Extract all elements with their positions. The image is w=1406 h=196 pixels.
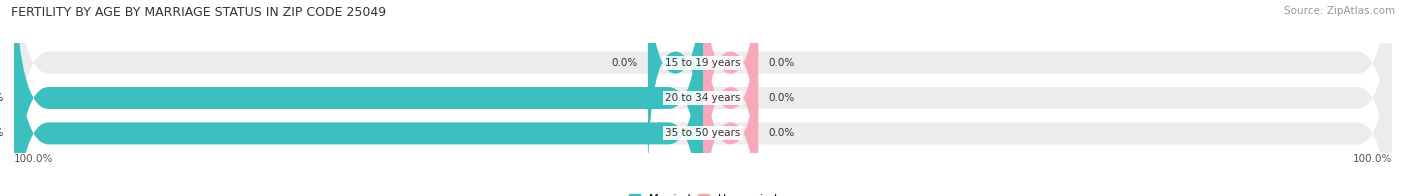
Text: 35 to 50 years: 35 to 50 years	[665, 128, 741, 138]
Text: Source: ZipAtlas.com: Source: ZipAtlas.com	[1284, 6, 1395, 16]
Text: 0.0%: 0.0%	[769, 93, 794, 103]
FancyBboxPatch shape	[14, 0, 1392, 196]
Text: 20 to 34 years: 20 to 34 years	[665, 93, 741, 103]
FancyBboxPatch shape	[14, 0, 703, 196]
Text: 100.0%: 100.0%	[0, 128, 4, 138]
FancyBboxPatch shape	[14, 0, 1392, 196]
FancyBboxPatch shape	[703, 3, 758, 196]
FancyBboxPatch shape	[703, 0, 758, 193]
Text: 15 to 19 years: 15 to 19 years	[665, 58, 741, 68]
Text: 100.0%: 100.0%	[1353, 154, 1392, 164]
FancyBboxPatch shape	[648, 0, 703, 193]
FancyBboxPatch shape	[14, 0, 703, 196]
Text: FERTILITY BY AGE BY MARRIAGE STATUS IN ZIP CODE 25049: FERTILITY BY AGE BY MARRIAGE STATUS IN Z…	[11, 6, 387, 19]
Text: 100.0%: 100.0%	[14, 154, 53, 164]
Text: 0.0%: 0.0%	[612, 58, 637, 68]
FancyBboxPatch shape	[14, 0, 1392, 196]
Text: 0.0%: 0.0%	[769, 128, 794, 138]
FancyBboxPatch shape	[703, 0, 758, 196]
Legend: Married, Unmarried: Married, Unmarried	[628, 194, 778, 196]
Text: 0.0%: 0.0%	[769, 58, 794, 68]
Text: 100.0%: 100.0%	[0, 93, 4, 103]
